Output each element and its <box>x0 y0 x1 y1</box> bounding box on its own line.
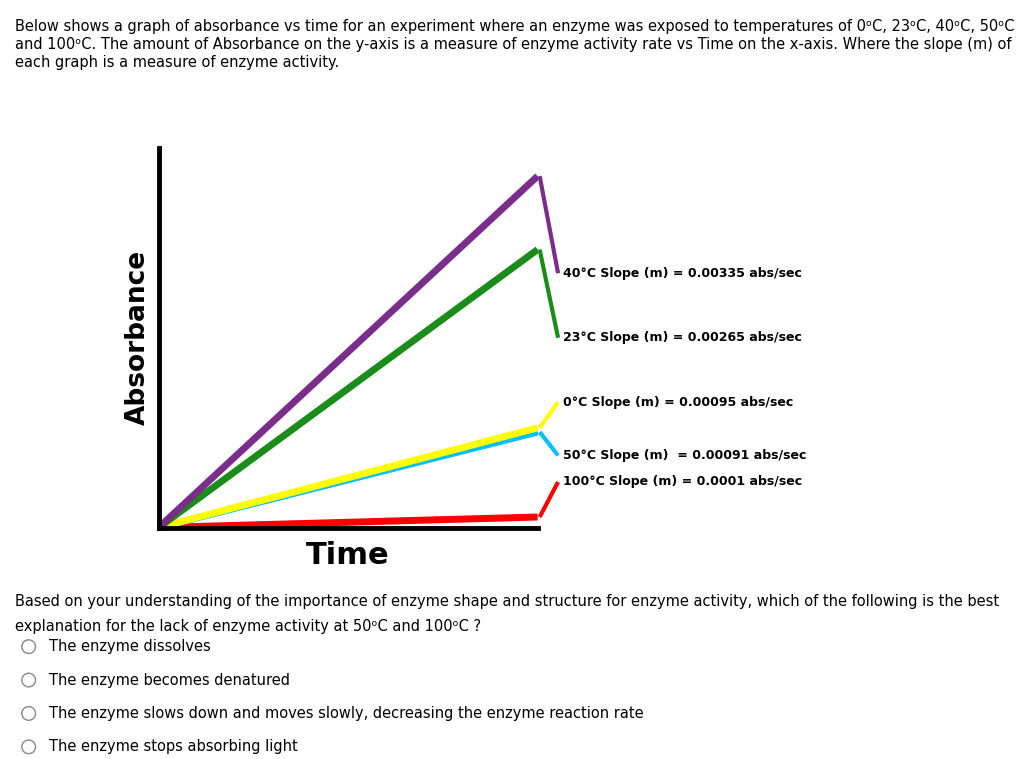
Text: 40°C Slope (m) = 0.00335 abs/sec: 40°C Slope (m) = 0.00335 abs/sec <box>563 266 802 280</box>
Text: each graph is a measure of enzyme activity.: each graph is a measure of enzyme activi… <box>15 55 340 71</box>
Y-axis label: Absorbance: Absorbance <box>124 250 151 425</box>
Text: The enzyme becomes denatured: The enzyme becomes denatured <box>49 672 290 688</box>
Text: 0°C Slope (m) = 0.00095 abs/sec: 0°C Slope (m) = 0.00095 abs/sec <box>563 395 794 409</box>
Text: 100°C Slope (m) = 0.0001 abs/sec: 100°C Slope (m) = 0.0001 abs/sec <box>563 475 803 489</box>
Text: and 100ᵒC. The amount of Absorbance on the y-axis is a measure of enzyme activit: and 100ᵒC. The amount of Absorbance on t… <box>15 37 1012 52</box>
Text: Based on your understanding of the importance of enzyme shape and structure for : Based on your understanding of the impor… <box>15 594 999 609</box>
Text: 23°C Slope (m) = 0.00265 abs/sec: 23°C Slope (m) = 0.00265 abs/sec <box>563 331 802 345</box>
Text: The enzyme slows down and moves slowly, decreasing the enzyme reaction rate: The enzyme slows down and moves slowly, … <box>49 706 644 721</box>
Text: The enzyme dissolves: The enzyme dissolves <box>49 639 211 654</box>
Text: The enzyme stops absorbing light: The enzyme stops absorbing light <box>49 739 298 754</box>
Text: Below shows a graph of absorbance vs time for an experiment where an enzyme was : Below shows a graph of absorbance vs tim… <box>15 19 1015 34</box>
Text: explanation for the lack of enzyme activity at 50ᵒC and 100ᵒC ?: explanation for the lack of enzyme activ… <box>15 619 481 634</box>
Text: 50°C Slope (m)  = 0.00091 abs/sec: 50°C Slope (m) = 0.00091 abs/sec <box>563 449 807 462</box>
X-axis label: Time: Time <box>306 541 390 571</box>
